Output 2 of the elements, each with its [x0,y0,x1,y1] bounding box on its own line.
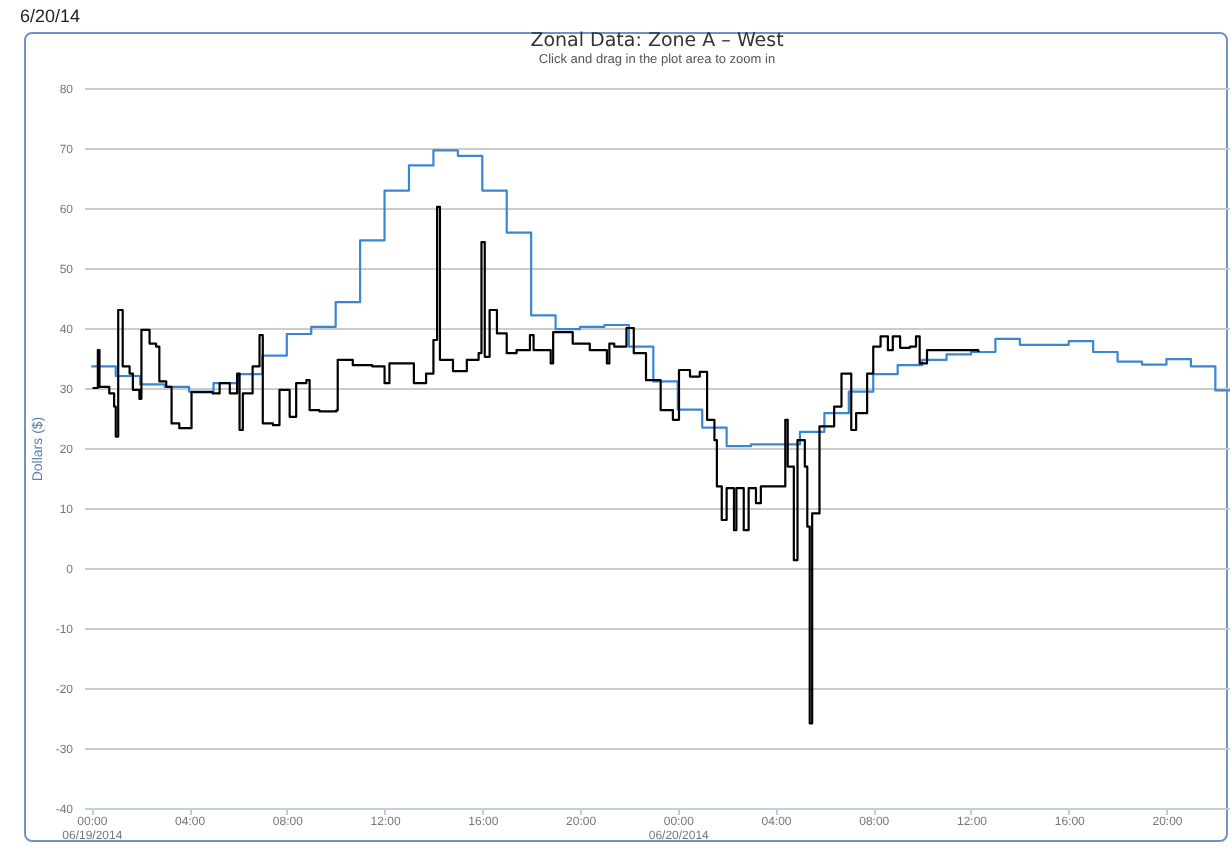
text: 6/20/14 [20,6,81,26]
chart-title: Zonal Data: Zone A – West [530,30,785,52]
